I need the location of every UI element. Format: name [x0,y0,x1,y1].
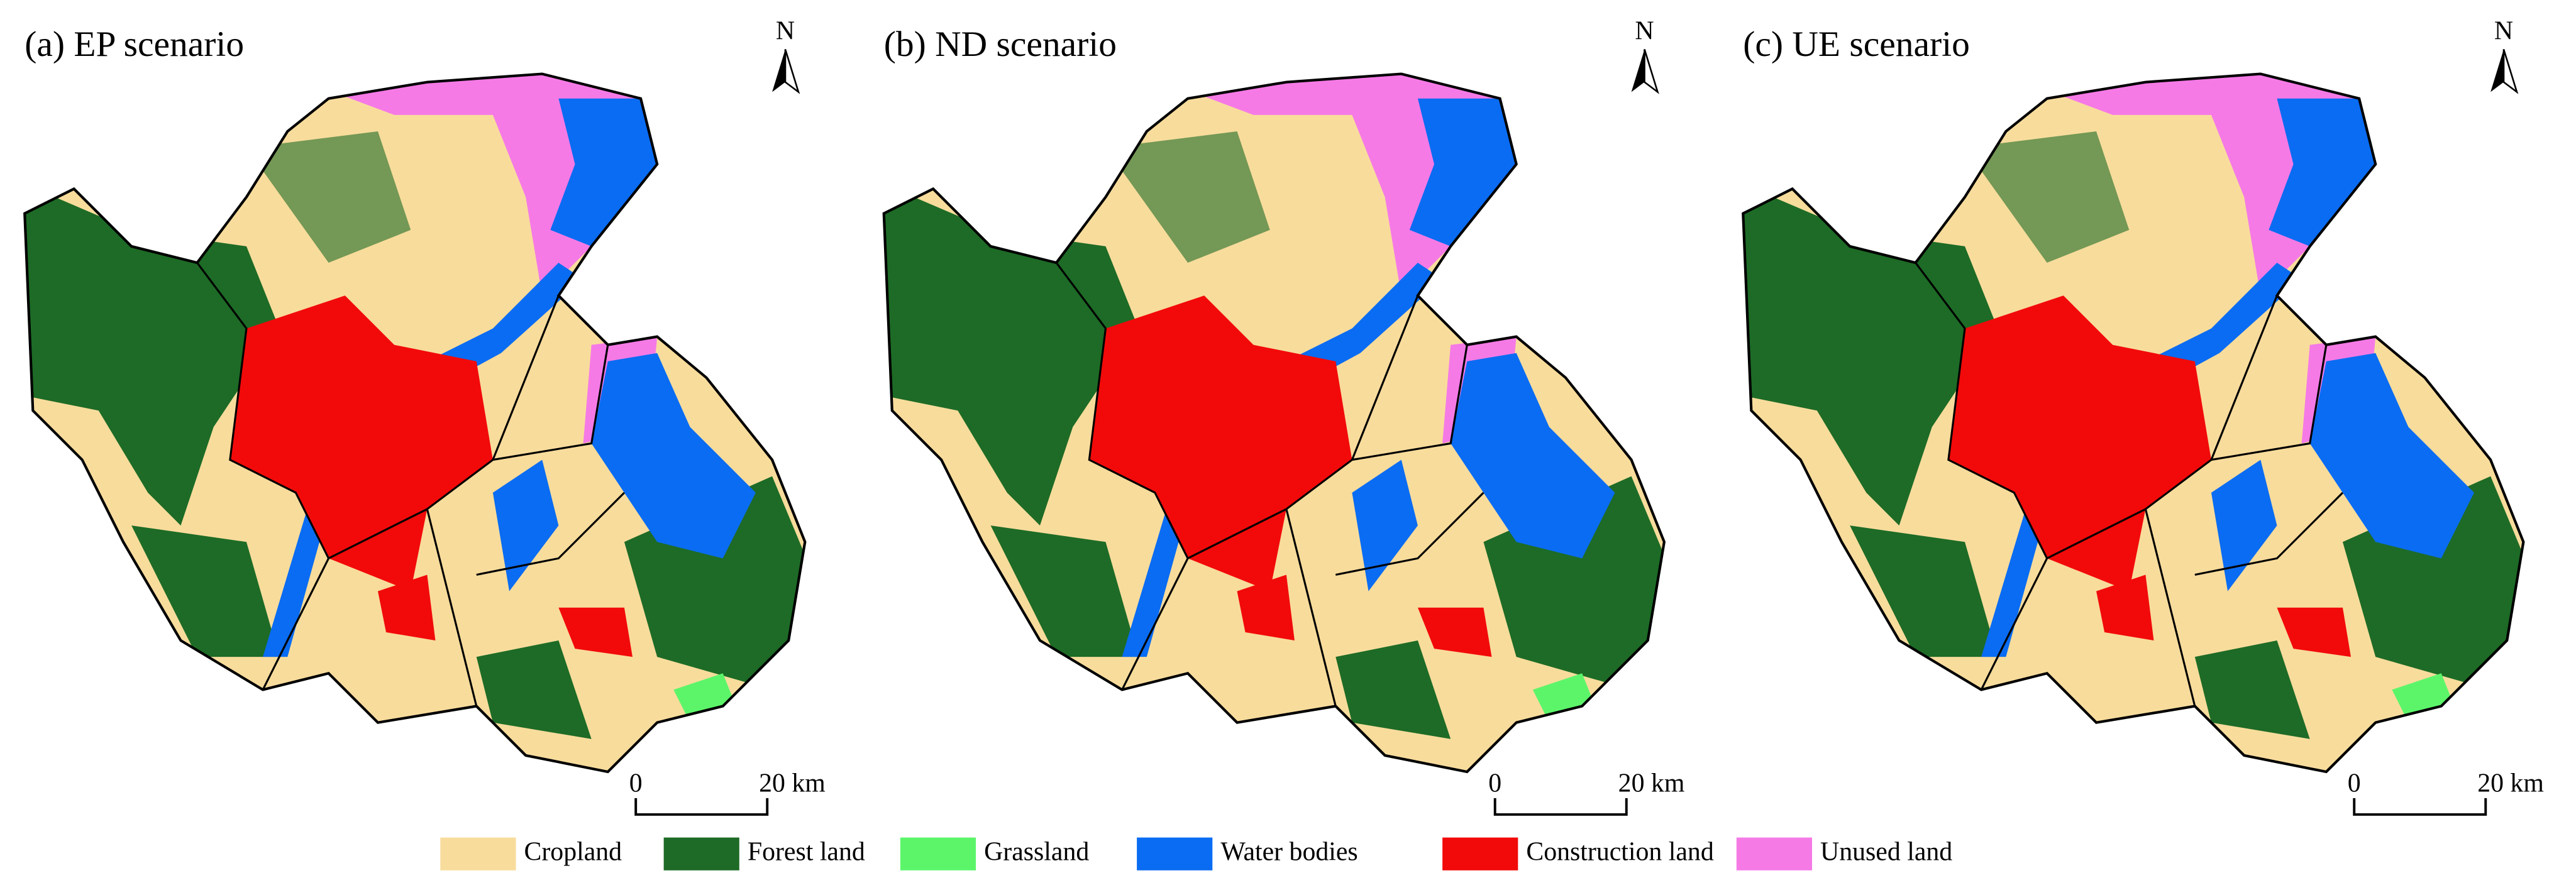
forest-area [990,525,1139,657]
panel-title: (c) UE scenario [1743,25,1970,64]
construction-area [558,607,633,657]
scale-end: 20 km [1618,769,1685,798]
water-area [2211,459,2277,591]
construction-area [2277,607,2352,657]
water-area [591,353,756,559]
legend-label: Grassland [984,837,1089,866]
construction-area [1948,295,2211,591]
forest-area [246,131,411,263]
scale-start: 0 [2348,769,2361,798]
scale-start: 0 [1488,769,1501,798]
legend-swatch [663,837,739,870]
legend-swatch [1736,837,1812,870]
map-panel: (c) UE scenario N 0 20 km [1735,17,2544,816]
water-area [1352,459,1418,591]
construction-area [2096,574,2154,641]
water-area [2309,353,2474,559]
forest-area [883,180,1139,526]
scale-start: 0 [629,769,643,798]
forest-area [1964,131,2130,263]
scale-bar [1493,798,1628,816]
north-arrow [2502,49,2519,94]
north-arrow [784,49,800,94]
legend-swatch [440,837,516,870]
forest-area [131,525,280,657]
forest-area [1105,131,1270,263]
scale-end: 20 km [2477,769,2544,798]
forest-area [2194,640,2310,739]
forest-area [476,640,592,739]
map-panel: (b) ND scenario N 0 20 km [876,17,1685,816]
panel-title: (a) EP scenario [25,25,244,64]
construction-area [1417,607,1492,657]
land-use-map [25,74,805,772]
north-arrow [2490,49,2504,92]
north-label: N [2494,17,2513,46]
forest-area [25,180,280,526]
legend-swatch [1137,837,1213,870]
legend-label: Water bodies [1220,837,1357,866]
north-label: N [1635,17,1654,46]
legend-swatch [900,837,976,870]
scale-end: 20 km [759,769,826,798]
construction-area [377,574,436,641]
water-area [1451,353,1615,559]
land-use-map [1743,74,2524,772]
water-area [263,263,583,657]
water-area [1122,263,1443,657]
north-arrow [1644,49,1659,94]
forest-area [1743,180,1998,526]
water-area [1981,263,2302,657]
water-area [1409,98,1517,246]
construction-area [1089,295,1352,591]
forest-area [1335,640,1451,739]
map-panel: (a) EP scenario N 0 20 km [16,17,826,816]
scale-bar [2353,798,2487,816]
district-boundary [1915,262,2344,706]
land-use-map [883,74,1664,772]
north-arrow [772,49,785,92]
forest-area [1850,525,1998,657]
scale-bar [634,798,769,816]
panel-title: (b) ND scenario [884,25,1117,64]
north-arrow [1631,49,1645,92]
construction-area [1237,574,1295,641]
district-boundary [1055,262,1484,706]
construction-area [229,295,493,591]
legend-label: Construction land [1526,837,1713,866]
water-area [2269,98,2376,246]
water-area [492,459,559,591]
north-label: N [776,17,795,46]
district-boundary [196,262,626,706]
legend-label: Forest land [748,837,865,866]
legend-label: Cropland [524,837,622,866]
legend-label: Unused land [1820,837,1952,866]
water-area [550,98,658,246]
legend-swatch [1442,837,1518,870]
